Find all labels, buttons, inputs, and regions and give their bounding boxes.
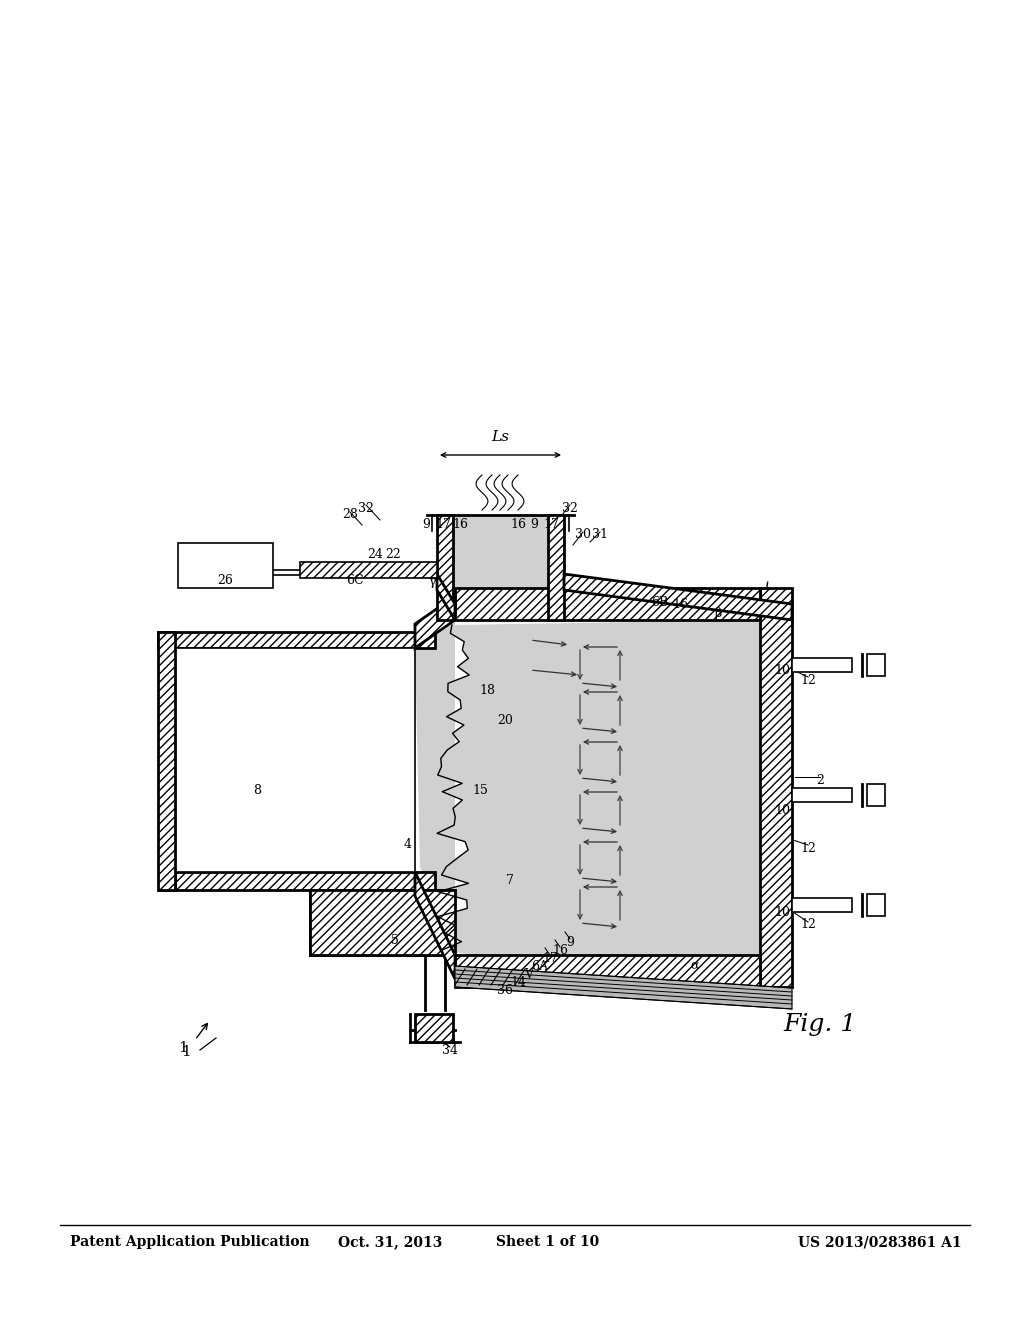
Text: 10: 10 (774, 804, 790, 817)
Text: γ: γ (428, 576, 436, 589)
Bar (178, 543, 273, 587)
Text: α: α (691, 958, 699, 972)
Text: 26: 26 (217, 573, 232, 586)
Text: V: V (524, 968, 534, 981)
Text: 16: 16 (452, 519, 468, 532)
Text: Ls: Ls (490, 430, 509, 444)
Polygon shape (437, 515, 453, 620)
Polygon shape (437, 574, 455, 620)
Bar (175, 648, 415, 873)
Bar (760, 587, 792, 987)
Text: 9: 9 (566, 936, 573, 949)
Text: 4: 4 (404, 838, 412, 851)
Text: 12: 12 (800, 673, 816, 686)
Bar (415, 1014, 453, 1041)
Text: 6A: 6A (531, 960, 549, 973)
Text: 1: 1 (181, 1045, 190, 1059)
Text: 2: 2 (816, 774, 824, 787)
Text: Patent Application Publication: Patent Application Publication (70, 1236, 309, 1249)
Text: 7: 7 (506, 874, 514, 887)
Text: 14: 14 (510, 975, 526, 989)
Text: 9: 9 (422, 519, 430, 532)
Text: 12: 12 (800, 919, 816, 932)
Text: 16: 16 (552, 944, 568, 957)
Polygon shape (300, 562, 437, 578)
Text: 32: 32 (562, 502, 578, 515)
Text: 10: 10 (774, 664, 790, 676)
Polygon shape (415, 622, 455, 953)
Text: 36: 36 (497, 983, 513, 997)
Text: 15: 15 (472, 784, 488, 796)
Text: 6B: 6B (651, 595, 669, 609)
Text: 32: 32 (358, 502, 374, 515)
Bar (792, 788, 852, 803)
Text: 17: 17 (435, 519, 451, 532)
Polygon shape (415, 597, 455, 648)
Polygon shape (158, 632, 175, 890)
Bar (792, 898, 852, 912)
Text: 9: 9 (530, 519, 538, 532)
Text: 17: 17 (543, 519, 559, 532)
Polygon shape (564, 574, 792, 620)
Text: β: β (715, 607, 722, 620)
Text: 24: 24 (367, 549, 383, 561)
Bar (455, 587, 760, 620)
Text: 17: 17 (542, 952, 558, 965)
Text: 6C: 6C (346, 573, 364, 586)
Bar (453, 515, 548, 620)
Text: 22: 22 (385, 549, 400, 561)
Text: 16: 16 (510, 519, 526, 532)
Polygon shape (310, 890, 455, 954)
Bar (455, 954, 760, 987)
Polygon shape (158, 873, 435, 890)
Text: 16: 16 (672, 598, 688, 611)
Text: 5: 5 (391, 933, 399, 946)
Bar (867, 784, 885, 807)
Text: 18: 18 (479, 684, 495, 697)
Text: Oct. 31, 2013: Oct. 31, 2013 (338, 1236, 442, 1249)
Text: Fig. 1: Fig. 1 (783, 1014, 857, 1036)
Text: 10: 10 (774, 906, 790, 919)
Text: 8: 8 (253, 784, 261, 796)
Bar (867, 653, 885, 676)
Text: 20: 20 (497, 714, 513, 726)
Polygon shape (455, 966, 792, 1008)
Text: 28: 28 (342, 508, 358, 521)
Bar (792, 657, 852, 672)
Text: Sheet 1 of 10: Sheet 1 of 10 (497, 1236, 600, 1249)
Polygon shape (158, 632, 435, 648)
Text: US 2013/0283861 A1: US 2013/0283861 A1 (798, 1236, 962, 1249)
Polygon shape (437, 620, 760, 954)
Bar (867, 894, 885, 916)
Text: 30: 30 (575, 528, 591, 541)
Text: 12: 12 (800, 842, 816, 854)
Polygon shape (415, 873, 455, 979)
Polygon shape (548, 515, 564, 620)
Text: 34: 34 (442, 1044, 458, 1056)
Text: 1: 1 (178, 1041, 187, 1055)
Text: 31: 31 (592, 528, 608, 541)
